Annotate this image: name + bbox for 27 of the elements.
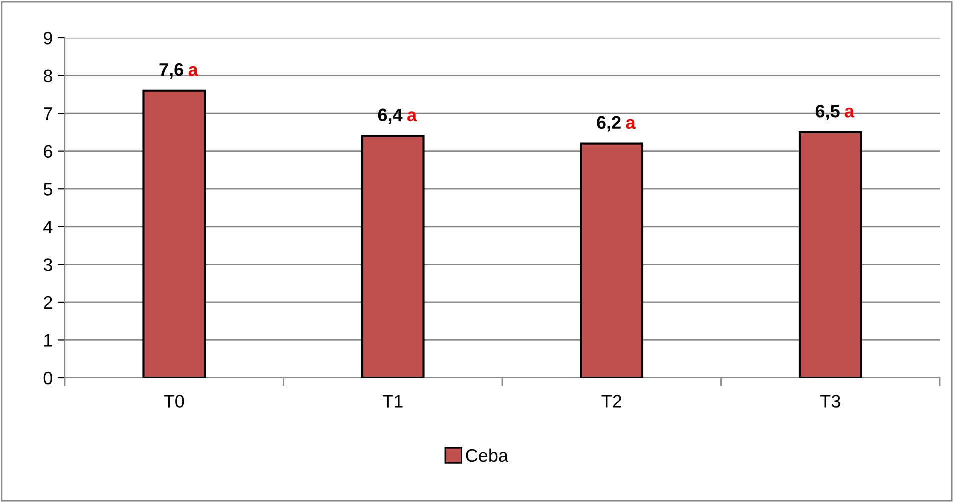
legend-label: Ceba (466, 448, 509, 462)
y-tick-label: 2 (44, 296, 52, 309)
annotation: a (188, 66, 198, 76)
annotation: a (408, 112, 418, 122)
y-tick-label: 7 (44, 108, 52, 120)
bar (361, 135, 425, 378)
x-tick-label: T2 (602, 395, 622, 408)
x-tick-label: T0 (164, 395, 184, 408)
bar (580, 142, 644, 378)
y-tick-label: 3 (44, 258, 52, 272)
y-tick-label: 9 (44, 32, 52, 45)
x-tick-label: T1 (382, 395, 403, 408)
data-label: 6,4 (378, 108, 403, 124)
y-tick-label: 8 (44, 70, 52, 82)
bar (142, 90, 206, 378)
x-tick-label: T3 (820, 395, 840, 408)
annotation: a (845, 108, 855, 118)
y-tick-label: 4 (44, 221, 53, 234)
annotation: a (626, 119, 636, 130)
y-tick-label: 5 (44, 183, 52, 196)
bar (798, 131, 862, 378)
data-label: 7,6 (160, 63, 184, 79)
y-tick-label: 6 (44, 145, 52, 158)
y-tick-label: 0 (44, 372, 52, 385)
data-label: 6,2 (597, 116, 621, 132)
y-tick-label: 1 (44, 334, 52, 347)
data-label: 6,5 (816, 104, 840, 120)
